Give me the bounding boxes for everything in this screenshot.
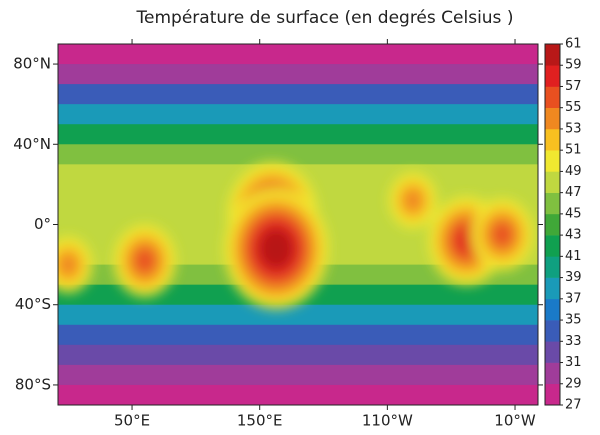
y-tick-label: 80°N	[13, 55, 51, 73]
colorbar-label: 41	[565, 249, 582, 264]
colorbar-swatch	[545, 213, 560, 236]
colorbar-swatch	[545, 171, 560, 193]
axes: 80°N 40°N 0° 40°S 80°S 50°E 150°E 110°W 10°W	[13, 39, 543, 430]
zonal-band	[58, 304, 538, 326]
colorbar-label: 51	[565, 143, 582, 158]
colorbar: 27 29 31 33 35 37 39 41 43 45 47 49 51 53 55 57 59 61	[544, 37, 582, 413]
colorbar-label: 33	[565, 334, 582, 349]
zonal-band	[58, 384, 538, 405]
colorbar-swatch	[545, 383, 560, 406]
colorbar-label: 53	[565, 121, 582, 136]
hot-spot	[492, 222, 513, 247]
hot-spot	[58, 252, 79, 277]
zonal-band	[58, 64, 538, 85]
colorbar-label: 39	[565, 270, 582, 285]
colorbar-frame	[544, 43, 561, 406]
colorbar-swatch	[545, 128, 560, 151]
hot-spot	[266, 236, 287, 261]
colorbar-label: 49	[565, 164, 582, 179]
colorbar-label: 43	[565, 228, 582, 243]
colorbar-label: 61	[565, 37, 582, 52]
zonal-band	[58, 104, 538, 125]
colorbar-label: 59	[565, 58, 582, 73]
colorbar-swatch	[545, 362, 560, 385]
colorbar-label: 47	[565, 185, 582, 200]
colorbar-swatch	[545, 86, 560, 109]
x-tick-label: 50°E	[114, 412, 150, 430]
colorbar-label: 57	[565, 79, 582, 94]
colorbar-label: 29	[565, 376, 582, 391]
colorbar-swatch	[545, 320, 560, 342]
colorbar-swatch	[545, 107, 560, 130]
colorbar-swatch	[545, 150, 560, 172]
zonal-band	[58, 324, 538, 346]
zonal-band	[58, 44, 538, 65]
zonal-band	[58, 84, 538, 105]
y-tick-label: 80°S	[15, 375, 51, 393]
colorbar-swatch	[545, 341, 560, 363]
zonal-band	[58, 344, 538, 366]
hot-spot	[134, 248, 155, 273]
colorbar-swatch	[545, 44, 560, 66]
colorbar-label: 31	[565, 355, 582, 370]
x-tick-label: 150°E	[237, 412, 283, 430]
x-tick-label: 110°W	[362, 412, 413, 430]
zonal-band	[58, 124, 538, 145]
y-tick-label: 40°N	[13, 135, 51, 153]
y-tick-label: 40°S	[15, 295, 51, 313]
colorbar-label: 55	[565, 100, 582, 115]
colorbar-label: 27	[565, 398, 582, 413]
colorbar-swatch	[545, 192, 560, 215]
colorbar-label: 37	[565, 291, 582, 306]
y-tick-label: 0°	[34, 215, 51, 233]
colorbar-label: 45	[565, 206, 582, 221]
zonal-band	[58, 144, 538, 165]
x-tick-label: 10°W	[494, 412, 536, 430]
colorbar-swatch	[545, 65, 560, 87]
colorbar-swatch	[545, 235, 560, 257]
hot-spots	[58, 162, 534, 309]
colorbar-swatch	[545, 256, 560, 278]
colorbar-swatch	[545, 298, 560, 321]
colorbar-label: 35	[565, 313, 582, 328]
chart-title: Température de surface (en degrés Celsiu…	[136, 8, 514, 28]
zonal-band	[58, 364, 538, 386]
hot-spot	[402, 188, 423, 213]
colorbar-swatch	[545, 277, 560, 300]
